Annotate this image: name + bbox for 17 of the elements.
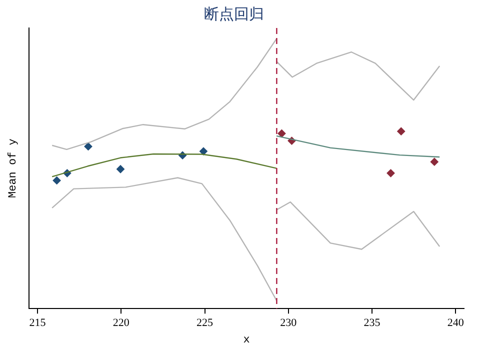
x-tick-label: 230 (280, 317, 298, 330)
point (52, 176, 61, 184)
y-axis-title: Mean of y (8, 138, 20, 198)
point (84, 142, 92, 150)
point (278, 129, 286, 138)
point (397, 127, 406, 136)
point (430, 158, 438, 166)
x-tick-label: 240 (447, 317, 464, 330)
x-tick-label: 220 (112, 317, 130, 330)
point (386, 169, 395, 178)
x-tick-label: 225 (196, 317, 214, 330)
chart-title: 断点回归 (204, 6, 264, 24)
x-tick-label: 215 (29, 317, 46, 330)
x-axis-title: x (243, 334, 250, 346)
point (116, 165, 125, 174)
point (199, 147, 208, 156)
x-tick-label: 235 (364, 317, 381, 330)
